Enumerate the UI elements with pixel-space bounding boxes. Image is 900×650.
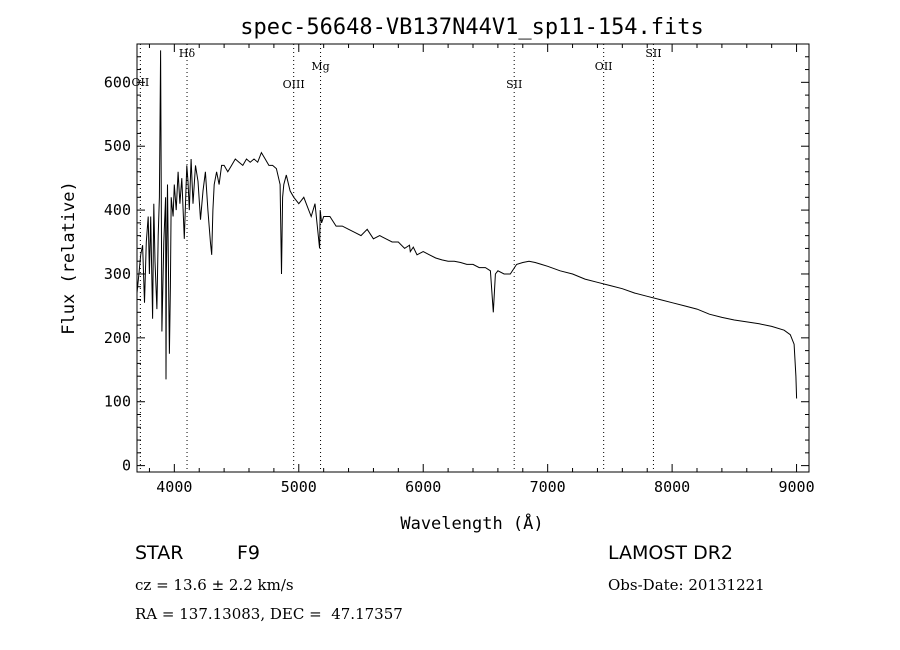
y-tick-label: 200 — [104, 329, 131, 347]
plot-frame — [136, 43, 810, 473]
x-tick-label: 8000 — [654, 478, 690, 496]
line-label: Mg — [311, 60, 329, 73]
sky-coordinates: RA = 137.13083, DEC = 47.17357 — [135, 605, 403, 623]
y-tick-label: 300 — [104, 265, 131, 283]
line-label: SII — [645, 47, 661, 60]
chart-title: spec-56648-VB137N44V1_sp11-154.fits — [240, 15, 704, 40]
y-tick-label: 100 — [104, 393, 131, 411]
x-axis-label: Wavelength (Å) — [400, 512, 543, 534]
line-label: OII — [595, 60, 613, 73]
object-class: STAR — [135, 542, 184, 564]
y-tick-label: 500 — [104, 137, 131, 155]
x-tick-label: 4000 — [156, 478, 192, 496]
observation-date: Obs-Date: 20131221 — [608, 576, 765, 594]
redshift-velocity: cz = 13.6 ± 2.2 km/s — [135, 576, 294, 594]
y-axis-label: Flux (relative) — [59, 181, 79, 335]
x-tick-label: 5000 — [281, 478, 317, 496]
y-tick-label: 600 — [104, 73, 131, 91]
x-tick-label: 6000 — [405, 478, 441, 496]
line-label: Hδ — [179, 47, 196, 60]
object-subclass: F9 — [237, 542, 261, 564]
x-tick-label: 7000 — [530, 478, 566, 496]
x-tick-label: 9000 — [778, 478, 814, 496]
survey-name: LAMOST DR2 — [608, 542, 733, 564]
y-tick-label: 400 — [104, 201, 131, 219]
y-tick-label: 0 — [122, 457, 131, 475]
spectrum-line — [136, 50, 798, 399]
line-label: SII — [506, 78, 522, 91]
line-label: OIII — [283, 78, 305, 91]
